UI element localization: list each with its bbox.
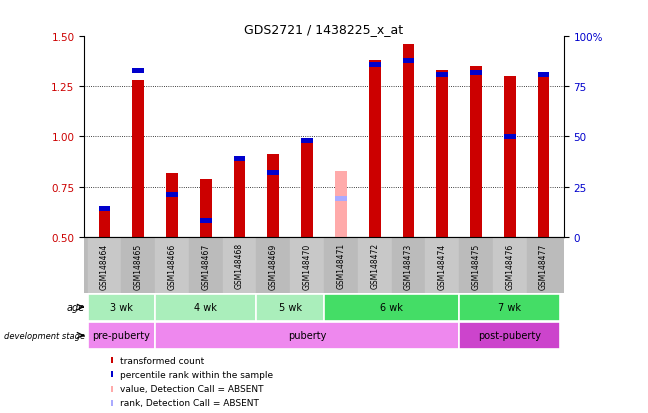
Text: GSM148473: GSM148473: [404, 243, 413, 289]
Bar: [402, 59, 414, 64]
Text: percentile rank within the sample: percentile rank within the sample: [121, 370, 273, 379]
Text: GSM148472: GSM148472: [370, 243, 379, 289]
Text: pre-puberty: pre-puberty: [93, 330, 150, 340]
Bar: [132, 69, 145, 74]
Bar: [166, 192, 178, 197]
Bar: [459, 322, 561, 349]
Bar: [87, 237, 121, 293]
Bar: [436, 71, 448, 237]
Bar: [111, 400, 113, 406]
Bar: [234, 157, 246, 161]
Text: 4 wk: 4 wk: [194, 302, 217, 312]
Bar: [425, 237, 459, 293]
Bar: [459, 294, 561, 321]
Bar: [324, 294, 459, 321]
Bar: [301, 143, 313, 237]
Bar: [87, 294, 155, 321]
Bar: [538, 73, 550, 78]
Bar: [459, 237, 493, 293]
Bar: [268, 171, 279, 176]
Bar: [98, 207, 110, 237]
Bar: [324, 237, 358, 293]
Bar: [493, 237, 527, 293]
Bar: [257, 237, 290, 293]
Bar: [391, 237, 425, 293]
Bar: [369, 61, 380, 237]
Bar: [436, 73, 448, 78]
Bar: [369, 63, 380, 68]
Bar: [155, 322, 459, 349]
Text: GSM148467: GSM148467: [202, 243, 211, 289]
Bar: [200, 218, 212, 223]
Text: age: age: [67, 302, 85, 312]
Bar: [503, 77, 516, 237]
Text: GSM148476: GSM148476: [505, 243, 515, 289]
Text: rank, Detection Call = ABSENT: rank, Detection Call = ABSENT: [121, 399, 259, 407]
Bar: [527, 237, 561, 293]
Bar: [98, 206, 110, 211]
Text: GSM148465: GSM148465: [133, 243, 143, 289]
Bar: [290, 237, 324, 293]
Bar: [200, 179, 212, 237]
Bar: [111, 357, 113, 363]
Bar: [470, 67, 482, 237]
Bar: [121, 237, 155, 293]
Bar: [470, 71, 482, 76]
Bar: [155, 237, 189, 293]
Bar: [301, 139, 313, 144]
Bar: [132, 81, 145, 237]
Bar: [189, 237, 223, 293]
Bar: [234, 157, 246, 237]
Text: GSM148475: GSM148475: [472, 243, 480, 289]
Bar: [87, 322, 155, 349]
Bar: [111, 371, 113, 377]
Bar: [268, 155, 279, 237]
Bar: [335, 197, 347, 202]
Text: puberty: puberty: [288, 330, 327, 340]
Text: development stage: development stage: [4, 331, 85, 340]
Text: GSM148470: GSM148470: [303, 243, 312, 289]
Title: GDS2721 / 1438225_x_at: GDS2721 / 1438225_x_at: [244, 23, 404, 36]
Bar: [223, 237, 257, 293]
Text: transformed count: transformed count: [121, 356, 205, 365]
Bar: [503, 135, 516, 140]
Text: 3 wk: 3 wk: [110, 302, 133, 312]
Text: GSM148477: GSM148477: [539, 243, 548, 289]
Bar: [402, 45, 414, 237]
Bar: [111, 386, 113, 392]
Text: value, Detection Call = ABSENT: value, Detection Call = ABSENT: [121, 384, 264, 393]
Text: GSM148466: GSM148466: [168, 243, 176, 289]
Bar: [257, 294, 324, 321]
Text: GSM148464: GSM148464: [100, 243, 109, 289]
Text: GSM148474: GSM148474: [437, 243, 446, 289]
Bar: [155, 294, 257, 321]
Text: GSM148471: GSM148471: [336, 243, 345, 289]
Text: 7 wk: 7 wk: [498, 302, 521, 312]
Text: 5 wk: 5 wk: [279, 302, 302, 312]
Bar: [335, 171, 347, 237]
Text: GSM148468: GSM148468: [235, 243, 244, 289]
Text: post-puberty: post-puberty: [478, 330, 541, 340]
Text: GSM148469: GSM148469: [269, 243, 278, 289]
Text: 6 wk: 6 wk: [380, 302, 403, 312]
Bar: [358, 237, 391, 293]
Bar: [538, 77, 550, 237]
Bar: [166, 173, 178, 237]
